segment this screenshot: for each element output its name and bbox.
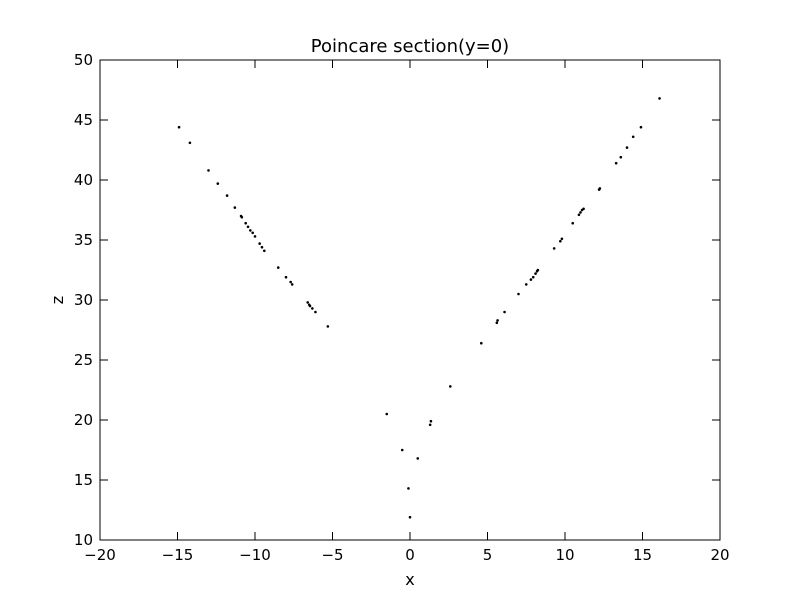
- data-point: [631, 135, 635, 139]
- data-point: [658, 97, 661, 100]
- data-point: [531, 275, 535, 279]
- data-point: [177, 125, 181, 129]
- data-point: [188, 141, 192, 145]
- data-point: [253, 235, 257, 238]
- data-point: [517, 292, 520, 296]
- data-point: [503, 310, 506, 314]
- data-point: [449, 385, 452, 388]
- data-point: [496, 319, 499, 322]
- data-point: [625, 146, 629, 149]
- data-point: [308, 304, 312, 308]
- data-point: [284, 275, 288, 279]
- data-point: [536, 268, 540, 272]
- data-point: [240, 215, 244, 219]
- data-point: [614, 161, 618, 165]
- data-point: [314, 310, 317, 314]
- x-tick-label: 10: [555, 546, 574, 564]
- data-point: [290, 283, 294, 286]
- data-point: [524, 283, 528, 286]
- data-point: [233, 206, 237, 209]
- data-point: [326, 325, 330, 328]
- x-tick-label: 0: [405, 546, 415, 564]
- chart-title: Poincare section(y=0): [311, 36, 509, 57]
- data-point: [582, 207, 585, 211]
- data-point: [263, 249, 266, 253]
- data-point: [216, 182, 220, 185]
- data-point: [619, 155, 623, 159]
- data-point: [577, 213, 581, 217]
- data-point: [639, 125, 643, 129]
- data-point: [598, 187, 602, 190]
- data-point: [429, 419, 433, 423]
- y-tick-label: 45: [74, 111, 93, 129]
- data-point: [249, 229, 252, 232]
- data-point: [579, 211, 582, 214]
- data-point: [560, 237, 564, 241]
- data-point: [571, 221, 575, 225]
- data-point: [306, 301, 310, 304]
- x-tick-label: −5: [321, 546, 343, 564]
- data-point: [534, 272, 537, 275]
- data-point: [225, 194, 229, 197]
- y-tick-label: 40: [74, 171, 93, 189]
- y-tick-label: 10: [74, 531, 93, 549]
- x-tick-label: −20: [84, 546, 116, 564]
- data-point: [407, 487, 410, 490]
- y-tick-label: 15: [74, 471, 93, 489]
- y-tick-label: 25: [74, 351, 93, 369]
- y-tick-label: 20: [74, 411, 93, 429]
- axis-ticks: −20 −15 −10 −5 0 5 10 15 20 10 15 20 25 30 35 40 45 50: [74, 51, 730, 564]
- data-point: [552, 247, 556, 250]
- x-tick-label: −15: [162, 546, 194, 564]
- data-point: [276, 266, 280, 269]
- data-point: [529, 278, 533, 281]
- y-tick-label: 35: [74, 231, 93, 249]
- data-point: [251, 231, 254, 235]
- data-point: [416, 457, 420, 460]
- y-tick-label: 30: [74, 291, 93, 309]
- data-point: [400, 448, 404, 452]
- data-point: [244, 221, 247, 225]
- y-tick-label: 50: [74, 51, 93, 69]
- data-point: [207, 169, 210, 172]
- y-axis-label: z: [48, 296, 67, 304]
- x-tick-label: 20: [710, 546, 729, 564]
- x-axis-label: x: [405, 570, 414, 589]
- data-point: [289, 280, 292, 284]
- data-point: [495, 321, 499, 325]
- data-point: [385, 412, 389, 416]
- x-tick-label: 5: [483, 546, 493, 564]
- data-point: [246, 225, 250, 229]
- data-point: [428, 423, 432, 427]
- data-point: [408, 515, 412, 519]
- data-point: [311, 307, 314, 310]
- data-point: [260, 245, 264, 249]
- data-point: [258, 242, 261, 245]
- data-point: [559, 239, 562, 243]
- data-points: [177, 97, 661, 519]
- x-tick-label: −10: [239, 546, 271, 564]
- x-tick-label: 15: [633, 546, 652, 564]
- data-point: [480, 341, 483, 345]
